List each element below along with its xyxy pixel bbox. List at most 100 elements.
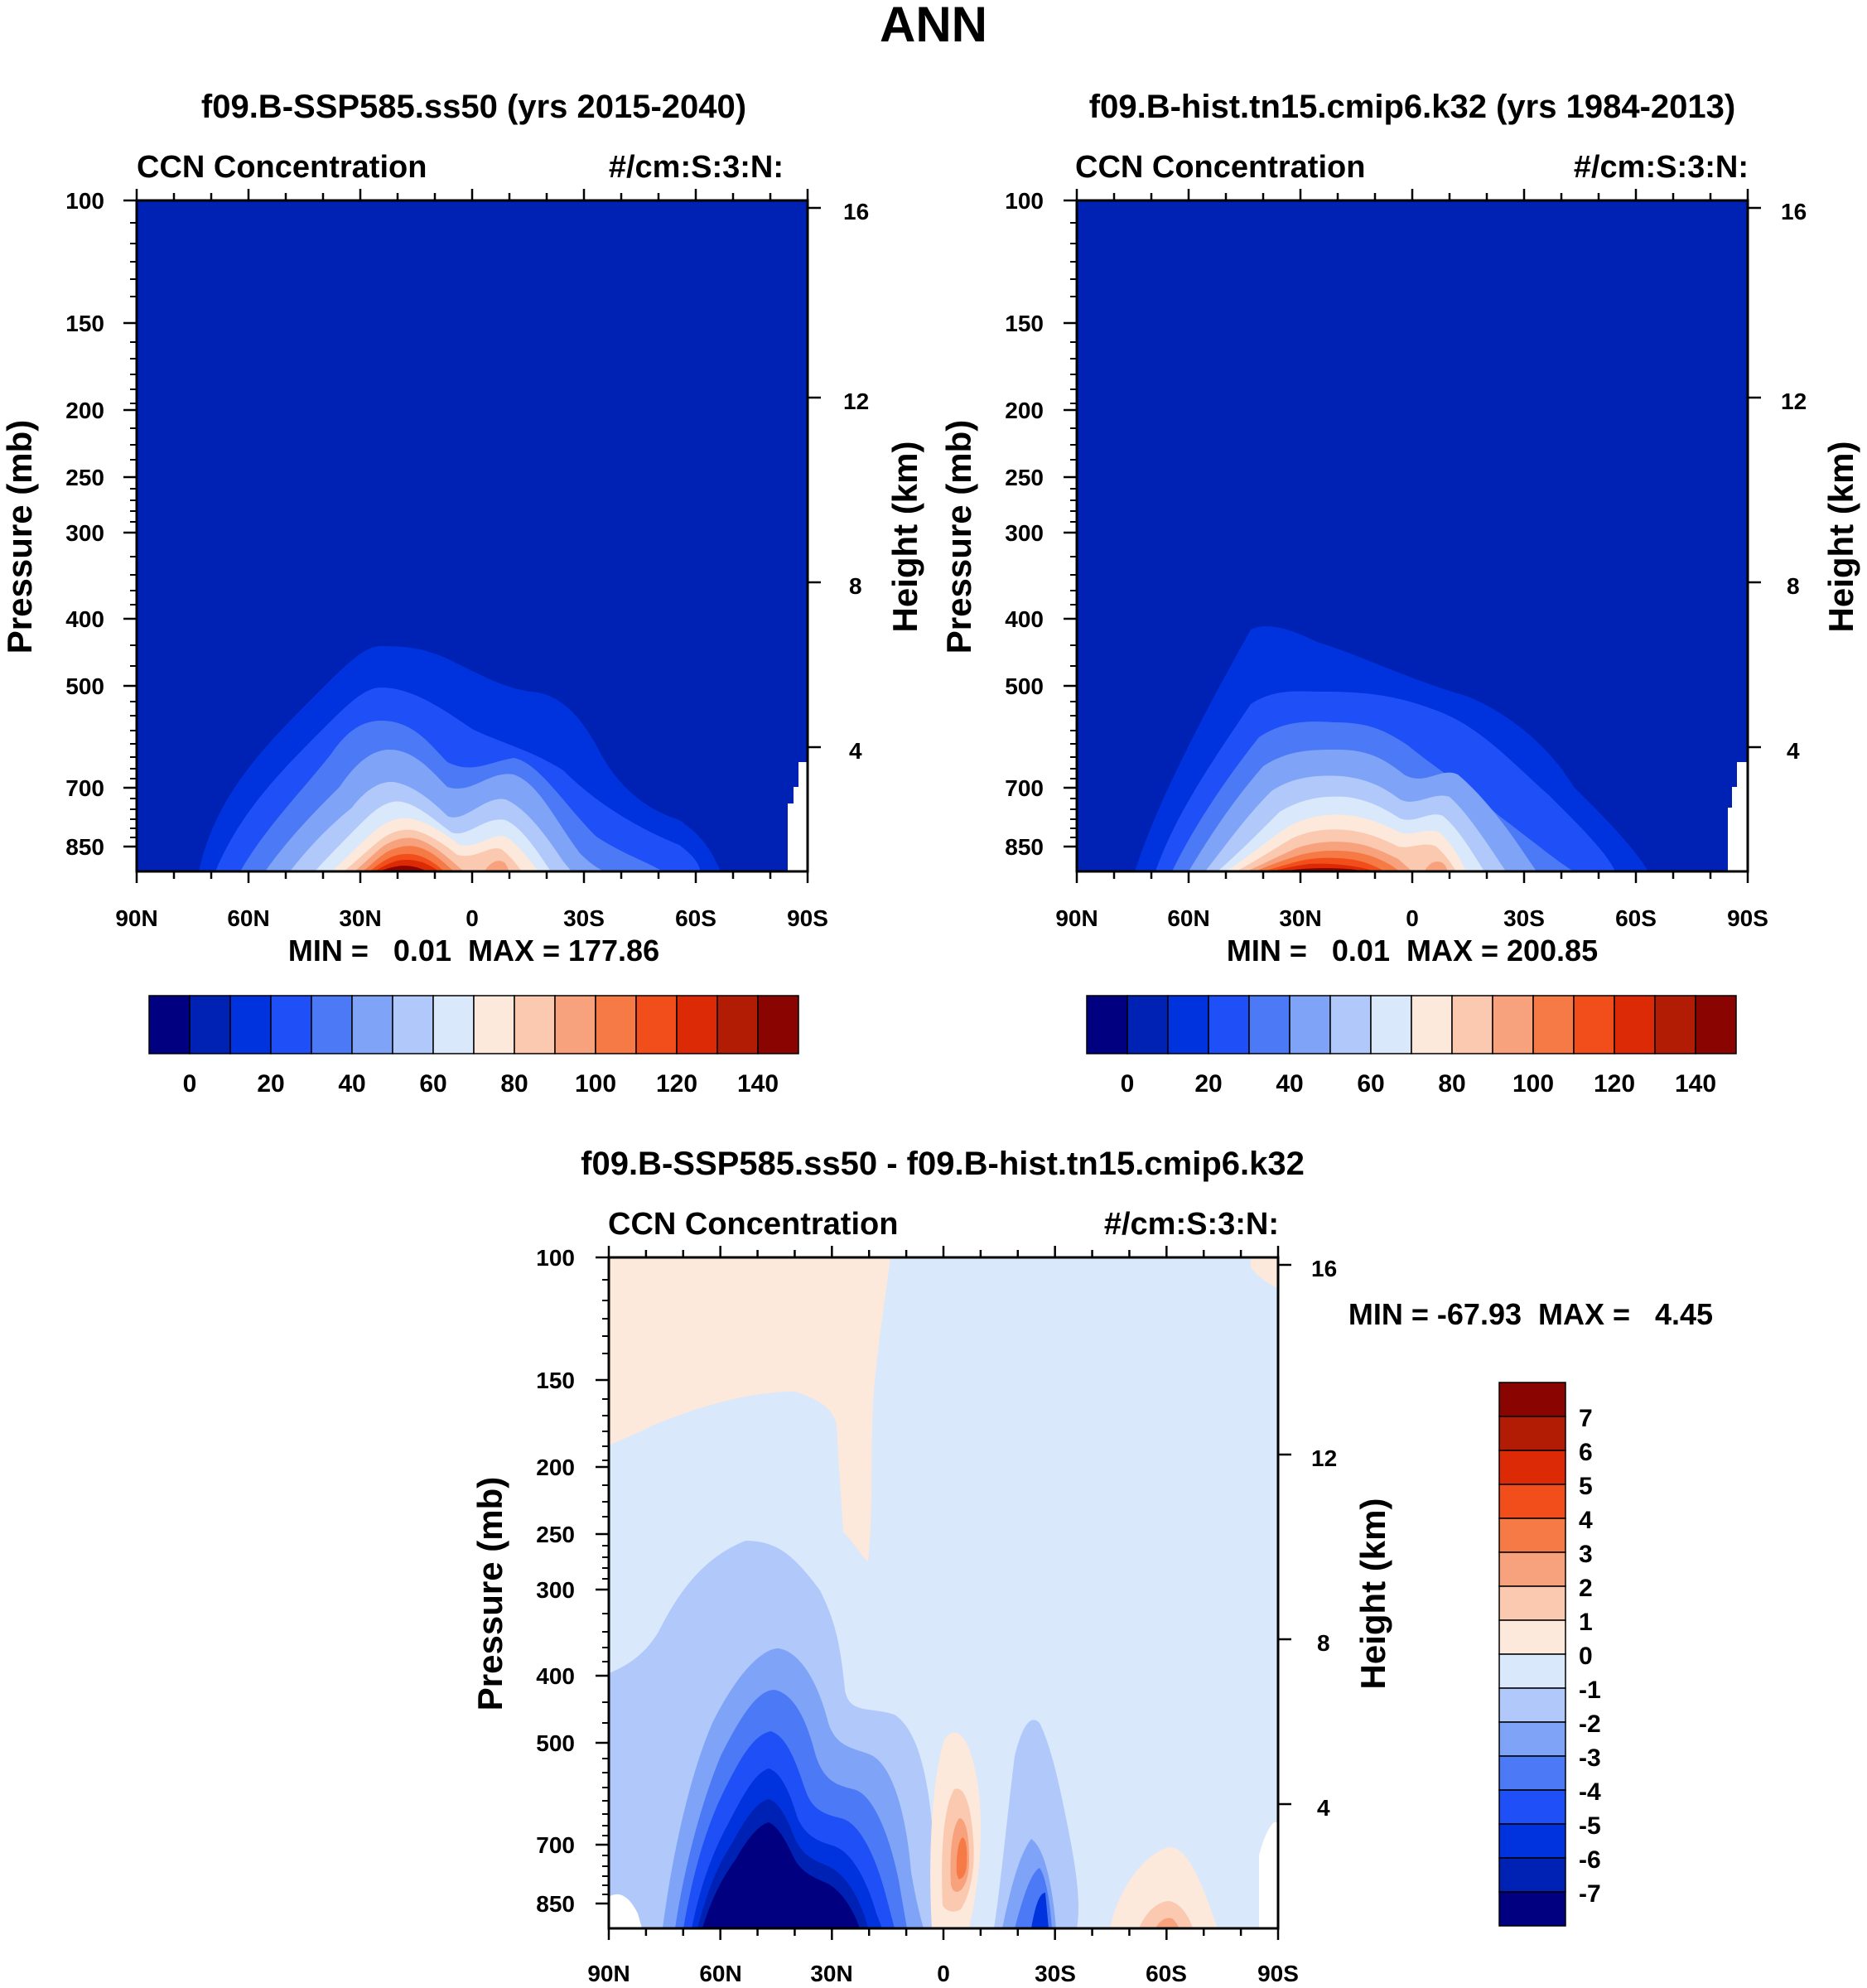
panel-left-cb-label-80: 80 <box>500 1070 528 1098</box>
colorbar-box <box>1451 995 1493 1054</box>
panel-diff-ytick-label-200: 200 <box>536 1455 575 1480</box>
colorbar-box <box>432 995 475 1054</box>
panel-diff-y2label: Height (km) <box>1353 1498 1392 1690</box>
colorbar-box <box>229 995 272 1054</box>
panel-right-ytick-label-200: 200 <box>1005 398 1044 423</box>
colorbar-box <box>595 995 637 1054</box>
panel-diff-missing-region <box>1259 1822 1278 1928</box>
panel-left-cb-label-60: 60 <box>419 1070 446 1098</box>
panel-right-cb-label-80: 80 <box>1438 1070 1465 1098</box>
panel-right-xtick-label-90S: 90S <box>1727 905 1768 931</box>
colorbar-box <box>1208 995 1250 1054</box>
colorbar-box <box>1532 995 1575 1054</box>
panel-left-cb-label-120: 120 <box>656 1070 697 1098</box>
panel-right-xtick-label-90N: 90N <box>1055 905 1098 931</box>
panel-diff-cb-label-neg6: -6 <box>1579 1846 1601 1874</box>
panel-left-contour-13 <box>379 866 427 871</box>
colorbar-box <box>1498 1585 1566 1621</box>
colorbar-box <box>351 995 393 1054</box>
panel-diff-cb-label-7: 7 <box>1579 1405 1593 1432</box>
colorbar-box <box>1167 995 1209 1054</box>
panel-diff-xtick-label-30S: 30S <box>1035 1961 1076 1986</box>
panel-right-left-string: CCN Concentration <box>1075 150 1365 185</box>
panel-diff-xtick-label-90N: 90N <box>587 1961 630 1986</box>
colorbar-box <box>311 995 353 1054</box>
colorbar-box <box>1498 1687 1566 1723</box>
panel-right-xtick-label-0: 0 <box>1406 905 1419 931</box>
panel-left-cb-label-20: 20 <box>257 1070 284 1098</box>
panel-left-ylabel: Pressure (mb) <box>0 420 39 654</box>
panel-diff-cb-label-6: 6 <box>1579 1439 1593 1466</box>
panel-right-ytick-label-500: 500 <box>1005 673 1044 699</box>
colorbar-box <box>1370 995 1412 1054</box>
panel-left-title: f09.B-SSP585.ss50 (yrs 2015-2040) <box>201 89 746 125</box>
colorbar-box <box>1498 1823 1566 1859</box>
colorbar-box <box>1498 1416 1566 1451</box>
colorbar-box <box>1248 995 1290 1054</box>
panel-diff-cb-label-5: 5 <box>1579 1473 1593 1500</box>
panel-left-ytick-label-150: 150 <box>65 311 104 336</box>
panel-right-ytick-label-700: 700 <box>1005 775 1044 801</box>
panel-left-y2tick-label-8: 8 <box>849 573 862 599</box>
panel-left-xtick-label-30S: 30S <box>563 905 605 931</box>
panel-diff-y2tick-label-16: 16 <box>1311 1256 1337 1281</box>
panel-diff-cb-label-neg1: -1 <box>1579 1677 1601 1704</box>
colorbar-box <box>1654 995 1696 1054</box>
panel-left-left-string: CCN Concentration <box>137 150 427 185</box>
panel-diff-left-string: CCN Concentration <box>608 1207 898 1242</box>
colorbar-box <box>1498 1382 1566 1417</box>
panel-left-ytick-label-400: 400 <box>65 606 104 632</box>
colorbar-box <box>1411 995 1453 1054</box>
panel-left-y2tick-label-4: 4 <box>849 738 862 764</box>
panel-left-xtick-label-60N: 60N <box>227 905 269 931</box>
panel-right-missing-region <box>1728 762 1748 871</box>
colorbar-box <box>1498 1653 1566 1689</box>
panel-right-y2label: Height (km) <box>1821 442 1860 633</box>
panel-left-ytick-label-500: 500 <box>65 673 104 699</box>
panel-right-cb-label-0: 0 <box>1121 1070 1135 1098</box>
panel-left-xtick-label-60S: 60S <box>675 905 716 931</box>
panel-diff-cb-label-4: 4 <box>1579 1507 1593 1534</box>
panel-right-plot-area <box>1077 200 1748 871</box>
panel-diff-ytick-label-150: 150 <box>536 1368 575 1393</box>
panel-diff-ytick-label-300: 300 <box>536 1577 575 1603</box>
panel-right: f09.B-hist.tn15.cmip6.k32 (yrs 1984-2013… <box>939 89 1860 1098</box>
panel-diff-ytick-label-250: 250 <box>536 1522 575 1547</box>
colorbar-box <box>514 995 556 1054</box>
panel-right-xtick-label-30N: 30N <box>1279 905 1321 931</box>
panel-right-y2tick-label-16: 16 <box>1781 199 1807 224</box>
colorbar-box <box>189 995 231 1054</box>
panel-right-cb-label-120: 120 <box>1594 1070 1635 1098</box>
colorbar-box <box>1329 995 1372 1054</box>
colorbar-box <box>1498 1857 1566 1893</box>
panel-right-ytick-label-150: 150 <box>1005 311 1044 336</box>
panel-diff-right-string: #/cm:S:3:N: <box>1104 1207 1279 1242</box>
panel-right-cb-label-40: 40 <box>1276 1070 1303 1098</box>
panel-left-xtick-label-30N: 30N <box>339 905 381 931</box>
colorbar-box <box>757 995 799 1054</box>
panel-right-xtick-label-60S: 60S <box>1615 905 1657 931</box>
panel-diff-ticks <box>596 1246 1291 1940</box>
panel-left-right-string: #/cm:S:3:N: <box>609 150 784 185</box>
panel-diff-ytick-label-400: 400 <box>536 1663 575 1689</box>
panel-diff-title: f09.B-SSP585.ss50 - f09.B-hist.tn15.cmip… <box>581 1146 1305 1182</box>
colorbar-box <box>1573 995 1615 1054</box>
panel-diff-cb-label-0: 0 <box>1579 1643 1593 1670</box>
panel-diff-cb-label-2: 2 <box>1579 1575 1593 1602</box>
panel-diff-y2tick-label-12: 12 <box>1311 1445 1337 1471</box>
panel-right-colorbar <box>1086 995 1737 1054</box>
panel-left-ytick-label-200: 200 <box>65 398 104 423</box>
panel-right-ytick-label-250: 250 <box>1005 465 1044 490</box>
panel-diff-cb-label-1: 1 <box>1579 1609 1593 1636</box>
panel-right-y2tick-label-8: 8 <box>1787 573 1800 599</box>
panel-diff-xtick-label-30N: 30N <box>810 1961 852 1986</box>
panel-left-missing-region <box>788 762 808 871</box>
colorbar-box <box>1289 995 1331 1054</box>
panel-right-xtick-label-60N: 60N <box>1167 905 1209 931</box>
panel-left-xtick-label-0: 0 <box>466 905 479 931</box>
page-title: ANN <box>880 0 987 52</box>
panel-diff-y2tick-label-4: 4 <box>1317 1795 1330 1821</box>
panel-diff-cb-label-neg5: -5 <box>1579 1812 1601 1840</box>
panel-right-right-string: #/cm:S:3:N: <box>1574 150 1749 185</box>
